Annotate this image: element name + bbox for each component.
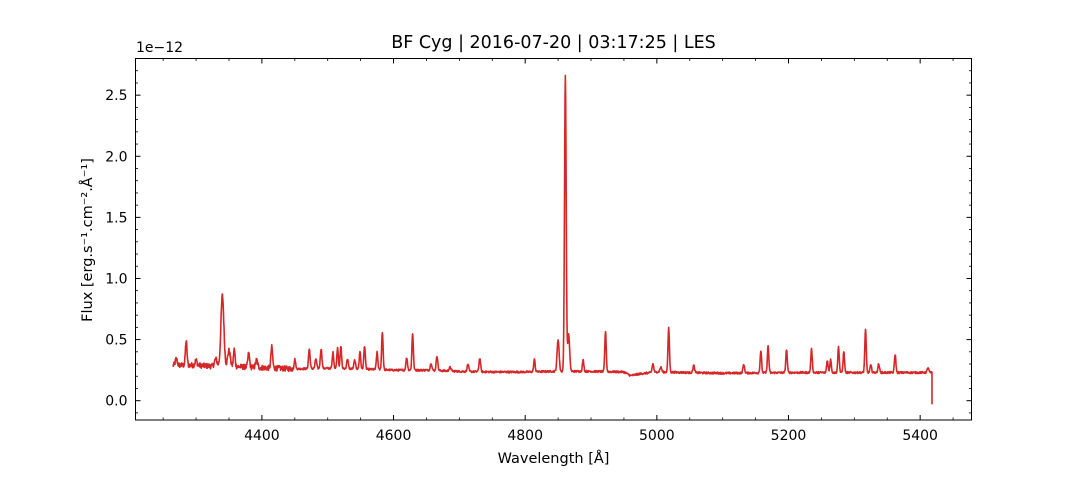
y-tick-label: 1.5 <box>105 210 127 226</box>
x-tick-label: 5000 <box>639 428 675 444</box>
plot-area: 4400 4600 4800 5000 5200 5400 0.0 0.5 1.0 1.5 2.0 2… <box>105 58 972 444</box>
y-tick-label: 2.5 <box>105 88 127 104</box>
chart-title: BF Cyg | 2016-07-20 | 03:17:25 | LES <box>391 33 716 53</box>
x-tick-label: 4800 <box>507 428 543 444</box>
x-tick-label: 4400 <box>244 428 280 444</box>
y-axis-title: Flux [erg.s⁻¹.cm⁻².Å⁻¹] <box>79 158 96 322</box>
x-tick-label: 5400 <box>902 428 938 444</box>
x-tick-label: 4600 <box>376 428 412 444</box>
y-tick-label: 1.0 <box>105 271 127 287</box>
series-line-0 <box>172 74 933 405</box>
y-offset-label: 1e−12 <box>136 40 183 56</box>
axes-frame <box>135 58 972 421</box>
x-tick-label: 5200 <box>771 428 807 444</box>
y-tick-label: 2.0 <box>105 149 127 165</box>
y-tick-label: 0.0 <box>105 394 127 410</box>
y-tick-label: 0.5 <box>105 333 127 349</box>
x-axis-title: Wavelength [Å] <box>498 450 610 467</box>
